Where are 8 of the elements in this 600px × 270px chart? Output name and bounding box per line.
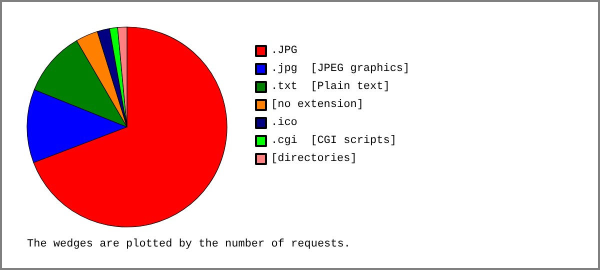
legend-label: .txt [Plain text] — [271, 81, 390, 93]
text: The wedges are plotted by the number of requests. — [27, 238, 350, 250]
legend-label: .cgi [CGI scripts] — [271, 135, 396, 147]
legend-label: .JPG — [271, 45, 298, 57]
legend-label: [directories] — [271, 153, 357, 165]
legend-label: .ico — [271, 117, 298, 129]
legend-label: .jpg [JPEG graphics] — [271, 63, 410, 75]
legend-label: [no extension] — [271, 99, 364, 111]
